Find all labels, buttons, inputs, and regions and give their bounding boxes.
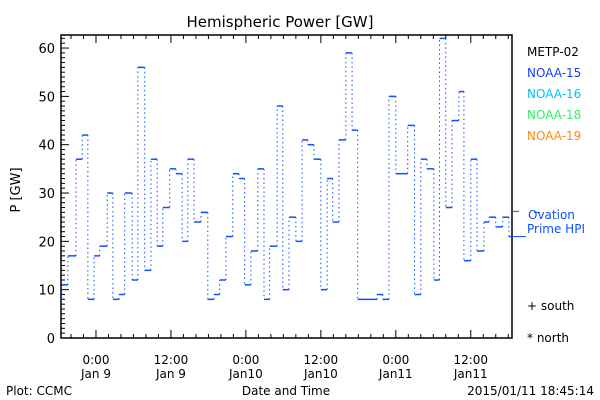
- x-tick-label-date: Jan11: [453, 367, 488, 381]
- legend-item: NOAA-15: [527, 66, 581, 80]
- x-axis-label: Date and Time: [242, 384, 330, 398]
- x-tick-label-date: Jan10: [303, 367, 338, 381]
- legend-item: NOAA-19: [527, 129, 581, 143]
- y-tick-label: 0: [47, 332, 55, 347]
- north-marker-legend: * north: [527, 331, 569, 345]
- legend-item: METP-02: [527, 45, 579, 59]
- ovation-label-2: Prime HPI: [527, 222, 585, 236]
- x-tick-label-time: 0:00: [382, 353, 409, 367]
- y-tick-label: 60: [38, 42, 55, 57]
- legend: METP-02 NOAA-15 NOAA-16 NOAA-18 NOAA-19: [527, 45, 581, 143]
- y-axis-label: P [GW]: [9, 167, 24, 212]
- footer-plot-credit: Plot: CCMC: [6, 384, 72, 398]
- x-tick-label-time: 12:00: [154, 353, 189, 367]
- x-tick-label-date: Jan 9: [80, 367, 111, 381]
- y-tick-label: 10: [38, 284, 55, 299]
- x-tick-label-time: 12:00: [304, 353, 339, 367]
- footer-timestamp: 2015/01/11 18:45:14: [467, 384, 594, 398]
- x-tick-label-date: Jan11: [378, 367, 413, 381]
- y-tick-label: 20: [38, 235, 55, 250]
- x-tick-label-time: 0:00: [83, 353, 110, 367]
- legend-item: NOAA-16: [527, 87, 581, 101]
- series-line: [61, 37, 540, 301]
- y-tick-label: 30: [38, 187, 55, 202]
- x-tick-label-time: 12:00: [453, 353, 488, 367]
- x-tick-label-date: Jan10: [228, 367, 263, 381]
- y-tick-label: 50: [38, 90, 55, 105]
- x-tick-label-time: 0:00: [232, 353, 259, 367]
- chart-title: Hemispheric Power [GW]: [187, 13, 374, 31]
- legend-item: NOAA-18: [527, 108, 581, 122]
- plot-frame: [60, 34, 513, 339]
- ovation-label-1: Ovation: [528, 208, 575, 222]
- x-tick-label-date: Jan 9: [155, 367, 186, 381]
- south-marker-legend: + south: [527, 299, 574, 313]
- y-tick-label: 40: [38, 139, 55, 154]
